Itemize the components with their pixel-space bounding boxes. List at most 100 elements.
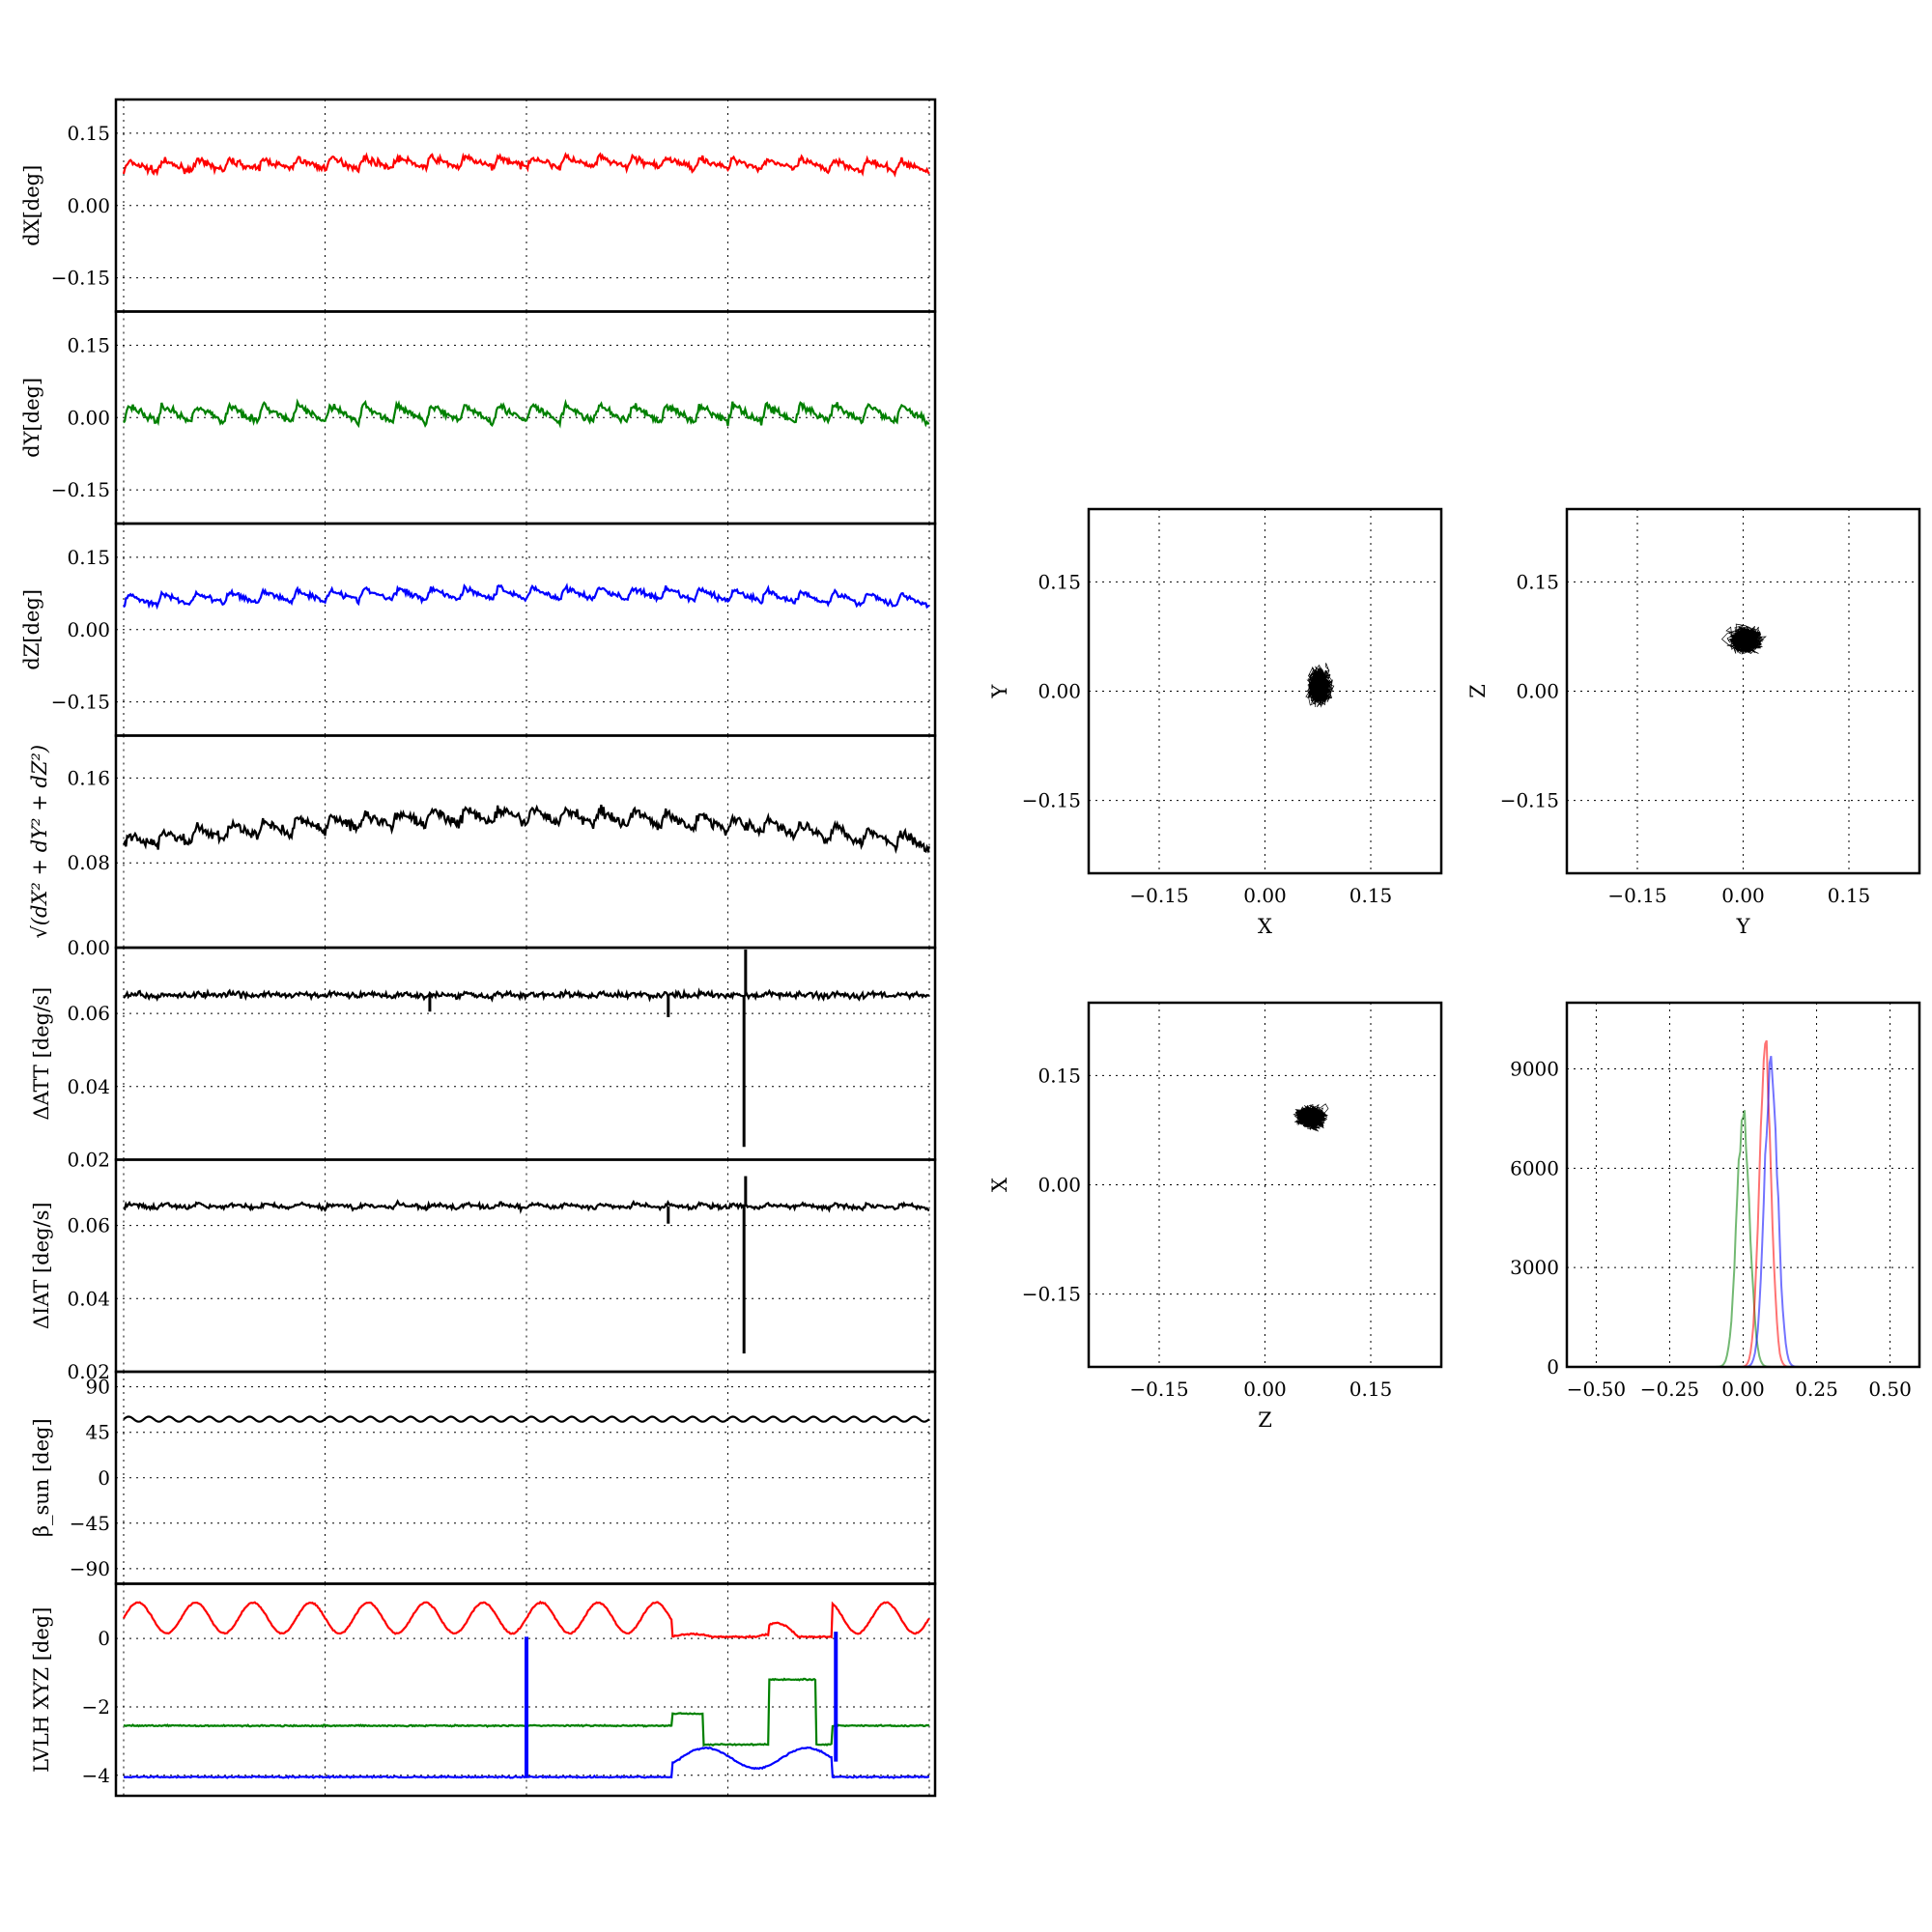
y-axis-label: Y [988, 683, 1011, 698]
series-line-black [123, 1199, 930, 1214]
y-tick-label: 0.00 [67, 406, 110, 429]
y-axis-label: dZ[deg] [20, 589, 43, 670]
panel-frame [1087, 507, 1443, 875]
panel-frame [1087, 1001, 1443, 1369]
y-tick-label: 0.00 [1037, 680, 1081, 703]
y-tick-label: 0.15 [1037, 570, 1081, 593]
y-tick-label: 0.15 [1516, 570, 1559, 593]
panel-hist: −0.50 −0.25 0.00 0.25 0.50 9000 6000 3000 0 [1510, 1001, 1921, 1401]
y-tick-label: 0 [98, 1627, 110, 1650]
x-tick-label: −0.15 [1129, 884, 1188, 907]
y-tick-label: −0.15 [1022, 1283, 1081, 1306]
x-tick-label: 0.15 [1350, 1378, 1393, 1401]
y-tick-label: 9000 [1510, 1058, 1559, 1081]
y-tick-label: 0.08 [67, 851, 110, 874]
panel-beta: 90 45 0 −45 −90 β_sun [deg] [30, 1370, 937, 1585]
y-tick-label: 0.15 [1037, 1064, 1081, 1087]
x-tick-label: −0.15 [1607, 884, 1666, 907]
y-tick-label: −0.15 [51, 691, 110, 714]
y-tick-label: 0.06 [67, 1002, 110, 1025]
series-line-red [122, 152, 930, 178]
y-tick-label: 90 [86, 1376, 110, 1399]
x-axis-label: Z [1258, 1408, 1272, 1432]
y-tick-label: 0.06 [67, 1214, 110, 1237]
x-tick-label: 0.00 [1243, 1378, 1287, 1401]
y-tick-label: 0.00 [67, 194, 110, 217]
panel-frame [114, 946, 937, 1161]
y-tick-label: 0.04 [67, 1287, 110, 1310]
x-axis-label: X [1258, 915, 1272, 938]
panel-dY: 0.15 0.00 −0.15 dY[deg] [20, 310, 937, 526]
panel-dIAT: 0.06 0.04 0.02 ΔIAT [deg/s] [30, 1158, 937, 1383]
x-tick-label: 0.00 [1721, 884, 1765, 907]
y-tick-label: −45 [70, 1512, 110, 1535]
x-tick-label: 0.00 [1721, 1378, 1765, 1401]
hist-series-red [1567, 1039, 1919, 1368]
y-axis-label: LVLH XYZ [deg] [30, 1607, 53, 1773]
y-tick-label: 45 [86, 1421, 110, 1444]
y-tick-label: 0.15 [67, 546, 110, 569]
y-tick-label: −4 [82, 1764, 110, 1787]
y-axis-label: β_sun [deg] [30, 1418, 53, 1537]
series-line-black [123, 987, 930, 1003]
y-tick-label: 3000 [1510, 1256, 1559, 1279]
panel-frame [114, 1582, 937, 1798]
x-tick-label: −0.25 [1640, 1378, 1699, 1401]
y-axis-label: Z [1466, 684, 1490, 698]
y-tick-label: −0.15 [51, 267, 110, 290]
x-axis-label: Y [1736, 915, 1751, 938]
y-axis-label: √(dX² + dY² + dZ²) [28, 745, 51, 939]
y-axis-label: dY[deg] [20, 378, 43, 458]
scatter-trace [1293, 1103, 1329, 1132]
scatter-trace [1720, 623, 1767, 655]
y-tick-label: −2 [82, 1695, 110, 1719]
series-line-green [123, 398, 930, 429]
y-axis-label: ΔIAT [deg/s] [30, 1202, 53, 1329]
y-axis-label: dX[deg] [20, 165, 43, 246]
y-axis-label: X [988, 1178, 1011, 1192]
hist-series-blue [1567, 1055, 1919, 1368]
x-tick-label: 0.15 [1828, 884, 1871, 907]
series-line-blue [123, 1746, 930, 1779]
y-tick-label: 0.15 [67, 333, 110, 356]
panel-frame [1565, 507, 1921, 875]
series-line-black [123, 1415, 930, 1423]
y-tick-label: 0 [1547, 1355, 1559, 1378]
y-tick-label: 0.04 [67, 1075, 110, 1098]
y-tick-label: 0.00 [67, 618, 110, 641]
y-tick-label: 0.00 [1516, 680, 1559, 703]
x-tick-label: −0.50 [1567, 1378, 1626, 1401]
scatter-trace [1305, 663, 1335, 708]
panel-dX: 0.15 0.00 −0.15 dX[deg] [20, 98, 937, 313]
x-tick-label: 0.00 [1243, 884, 1287, 907]
y-tick-label: −0.15 [51, 478, 110, 501]
x-tick-label: −0.15 [1129, 1378, 1188, 1401]
x-tick-label: 0.25 [1795, 1378, 1838, 1401]
panel-ZX: −0.15 0.00 0.15 0.15 0.00 −0.15 Z X [988, 1001, 1443, 1432]
panel-dR: 0.16 0.08 0.00 √(dX² + dY² + dZ²) [28, 734, 937, 959]
panel-frame [114, 734, 937, 950]
series-line-blue [123, 582, 930, 611]
panel-frame [1565, 1001, 1921, 1369]
x-tick-label: 0.15 [1350, 884, 1393, 907]
panel-dZ: 0.15 0.00 −0.15 dZ[deg] [20, 522, 937, 737]
y-tick-label: 0.02 [67, 1360, 110, 1383]
y-tick-label: −90 [70, 1557, 110, 1580]
y-axis-label: ΔATT [deg/s] [30, 987, 53, 1121]
y-tick-label: −0.15 [1022, 789, 1081, 812]
panel-dATT: 0.06 0.04 0.02 ΔATT [deg/s] [30, 946, 937, 1172]
y-tick-label: −0.15 [1500, 789, 1559, 812]
y-tick-label: 0.00 [67, 936, 110, 959]
y-tick-label: 0.02 [67, 1149, 110, 1172]
y-tick-label: 0 [98, 1466, 110, 1490]
series-line-black [123, 804, 931, 855]
y-tick-label: 0.15 [67, 122, 110, 145]
series-line-red [123, 1600, 930, 1639]
y-tick-label: 6000 [1510, 1156, 1559, 1179]
panel-XY: −0.15 0.00 0.15 0.15 0.00 −0.15 X Y [988, 507, 1443, 938]
y-tick-label: 0.16 [67, 766, 110, 789]
x-tick-label: 0.50 [1868, 1378, 1912, 1401]
panel-frame [114, 1158, 937, 1374]
panel-lvlh: 0 −2 −4 LVLH XYZ [deg] [30, 1582, 937, 1798]
